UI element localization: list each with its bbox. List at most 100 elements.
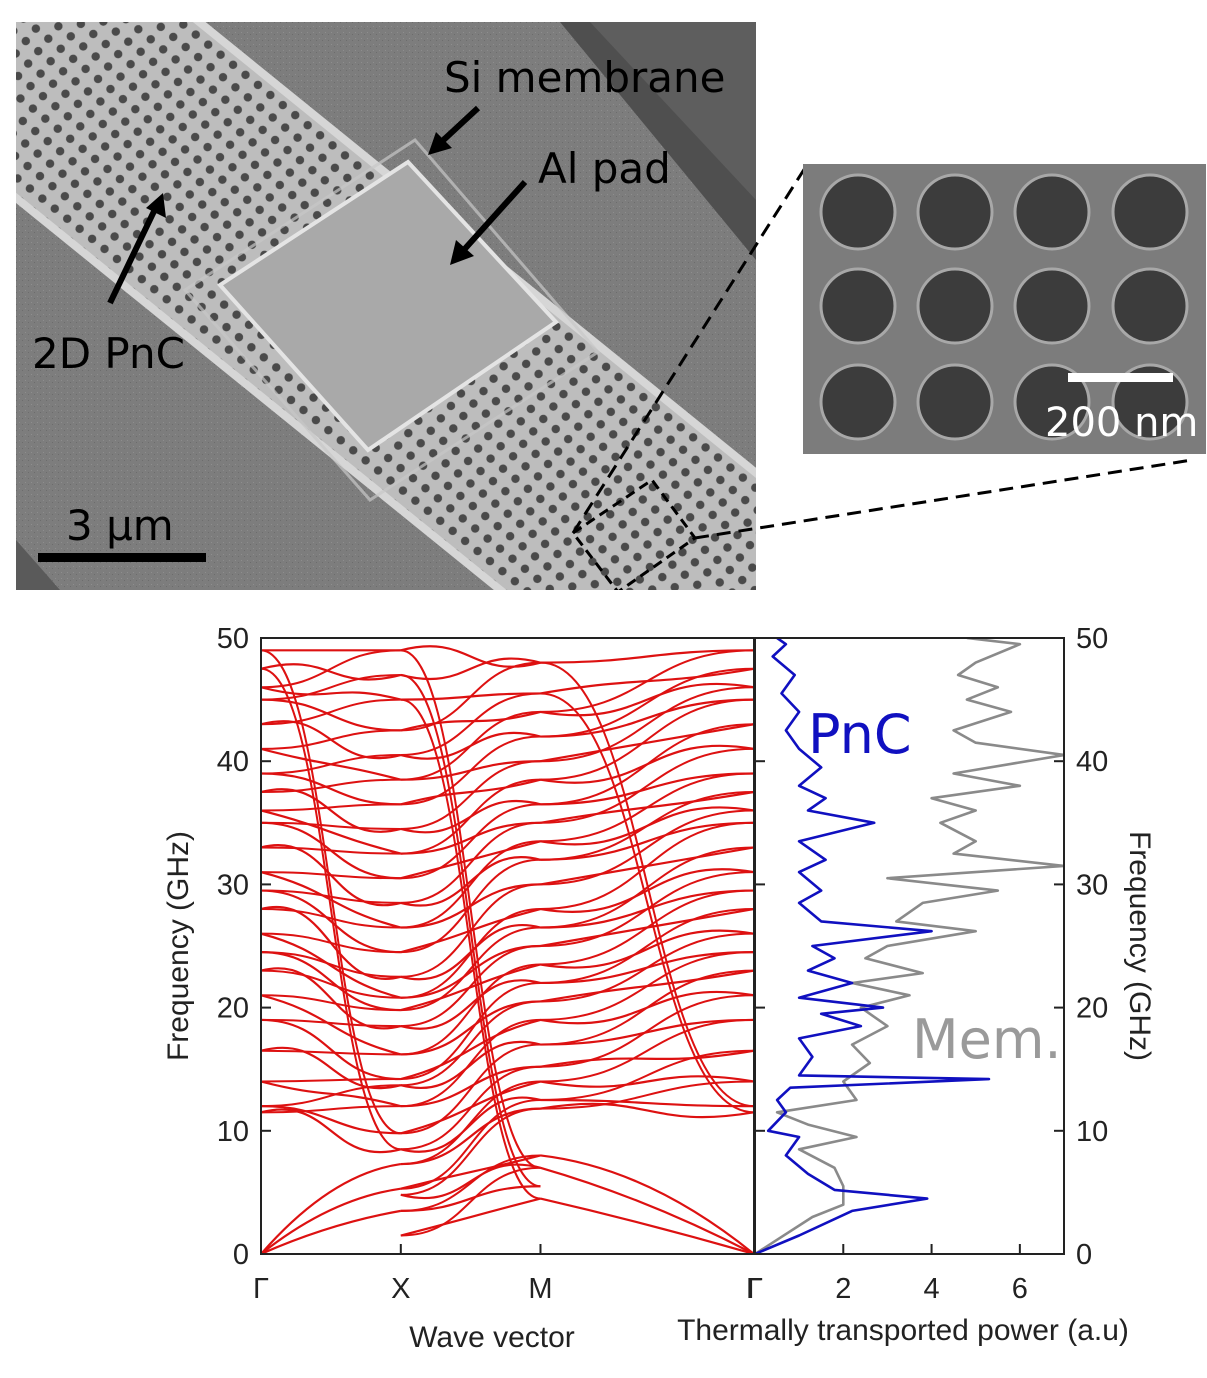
band-branch xyxy=(540,744,754,784)
band-branch xyxy=(400,821,541,904)
spectrum-x-axis-label: Thermally transported power (a.u) xyxy=(677,1314,1129,1347)
band-branch xyxy=(261,809,402,855)
band-branch xyxy=(400,840,541,880)
band-branch xyxy=(400,944,541,999)
band-branch xyxy=(400,979,541,1030)
band-branch xyxy=(540,908,754,984)
band-branch xyxy=(261,778,401,793)
scale-bar xyxy=(38,553,206,562)
band-branch xyxy=(400,1018,541,1108)
band-branch xyxy=(540,1075,754,1088)
inset-hole xyxy=(1013,173,1091,251)
band-branch xyxy=(261,905,402,980)
band-branch xyxy=(261,821,401,880)
band-structure-plot: 0 10 20 30 40 50 Γ X M Γ Frequency (GHz) Wave vec… xyxy=(162,623,762,1354)
inset-hole xyxy=(819,363,897,441)
band-y-tick-label: 10 xyxy=(217,1116,249,1148)
band-branch xyxy=(261,994,402,1056)
band-branch xyxy=(540,1080,754,1110)
band-branch xyxy=(261,686,402,701)
spectrum-y-tick-label: 50 xyxy=(1076,623,1108,655)
band-branch xyxy=(400,692,541,701)
band-branch xyxy=(400,926,541,1012)
band-y-tick-label: 30 xyxy=(217,869,249,901)
arrow-al-pad xyxy=(450,179,528,265)
inset-hole xyxy=(1013,267,1091,345)
scale-bar-label: 3 μm xyxy=(66,501,174,550)
band-x-tick-label: Γ xyxy=(746,1273,762,1305)
band-branch xyxy=(261,1108,402,1154)
band-branch xyxy=(400,760,541,781)
band-branch xyxy=(540,790,754,824)
band-branch xyxy=(400,698,541,1200)
zoom-connector-top xyxy=(571,167,807,534)
band-branch xyxy=(540,821,754,861)
band-branch xyxy=(261,932,402,999)
annotation-mem: Mem. xyxy=(912,1008,1062,1071)
label-al-pad: Al pad xyxy=(538,144,671,193)
band-branch xyxy=(261,994,401,1012)
band-branch xyxy=(540,889,754,929)
band-branch xyxy=(400,649,541,1169)
band-y-tick-label: 0 xyxy=(233,1239,249,1271)
spectrum-x-tick-label: 6 xyxy=(1012,1273,1028,1305)
band-y-axis-label: Frequency (GHz) xyxy=(162,831,195,1061)
band-branch xyxy=(400,1000,541,1087)
band-branch xyxy=(400,1043,541,1135)
band-branch xyxy=(261,698,401,732)
band-branch xyxy=(540,1166,754,1254)
inset-hole xyxy=(916,363,994,441)
band-branch xyxy=(261,969,401,999)
band-branch xyxy=(261,1084,401,1108)
band-branch xyxy=(400,803,541,880)
band-branch xyxy=(400,1065,541,1108)
band-branch xyxy=(261,1018,401,1081)
spectrum-y-tick-label: 40 xyxy=(1076,746,1108,778)
band-branch xyxy=(540,809,754,886)
spectrum-y-axis-label: Frequency (GHz) xyxy=(1123,831,1156,1061)
inset-scale-bar-label: 200 nm xyxy=(1045,400,1198,446)
band-branch xyxy=(261,821,401,830)
band-x-axis-label: Wave vector xyxy=(409,1321,575,1354)
band-branch xyxy=(540,1018,754,1083)
band-branch xyxy=(540,698,754,781)
band-branch xyxy=(540,772,754,806)
band-x-tick-label: Γ xyxy=(253,1273,269,1305)
band-y-tick-label: 40 xyxy=(217,746,249,778)
band-branch xyxy=(400,1107,541,1196)
band-branch xyxy=(261,803,401,812)
band-branch xyxy=(540,667,754,695)
band-branch xyxy=(540,661,754,1108)
band-x-tick-label: M xyxy=(528,1273,552,1305)
inset-hole xyxy=(1111,363,1189,441)
band-branch xyxy=(400,778,541,806)
band-branch xyxy=(540,806,754,846)
band-branch xyxy=(540,667,754,738)
band-branch xyxy=(540,994,754,1068)
band-branch xyxy=(400,1185,541,1212)
band-branch xyxy=(400,981,541,1081)
band-branch xyxy=(400,1018,541,1081)
band-branch xyxy=(540,649,754,664)
band-branch xyxy=(400,1107,541,1166)
band-branch xyxy=(540,1049,754,1101)
inset-hole xyxy=(819,173,897,251)
band-branch xyxy=(261,649,401,1135)
spectrum-y-tick-label: 10 xyxy=(1076,1116,1108,1148)
spectrum-plot-frame xyxy=(754,637,1065,1255)
band-branch xyxy=(400,1154,541,1190)
band-branch xyxy=(400,692,541,757)
spectrum-x-tick-label: 4 xyxy=(924,1273,940,1305)
band-branch xyxy=(540,1049,754,1068)
sem-image: Si membrane Al pad 2D PnC 3 μm xyxy=(16,22,756,590)
band-branch xyxy=(400,963,541,1056)
spectrum-y-tick-label: 20 xyxy=(1076,993,1108,1025)
band-branch xyxy=(400,673,541,1188)
band-branch xyxy=(400,1166,541,1237)
band-branch xyxy=(540,846,754,886)
band-branch xyxy=(261,1105,401,1114)
band-branch xyxy=(540,686,754,763)
spectrum-origin-label: Γ xyxy=(747,1273,763,1305)
sem-inset: 200 nm xyxy=(803,164,1206,454)
